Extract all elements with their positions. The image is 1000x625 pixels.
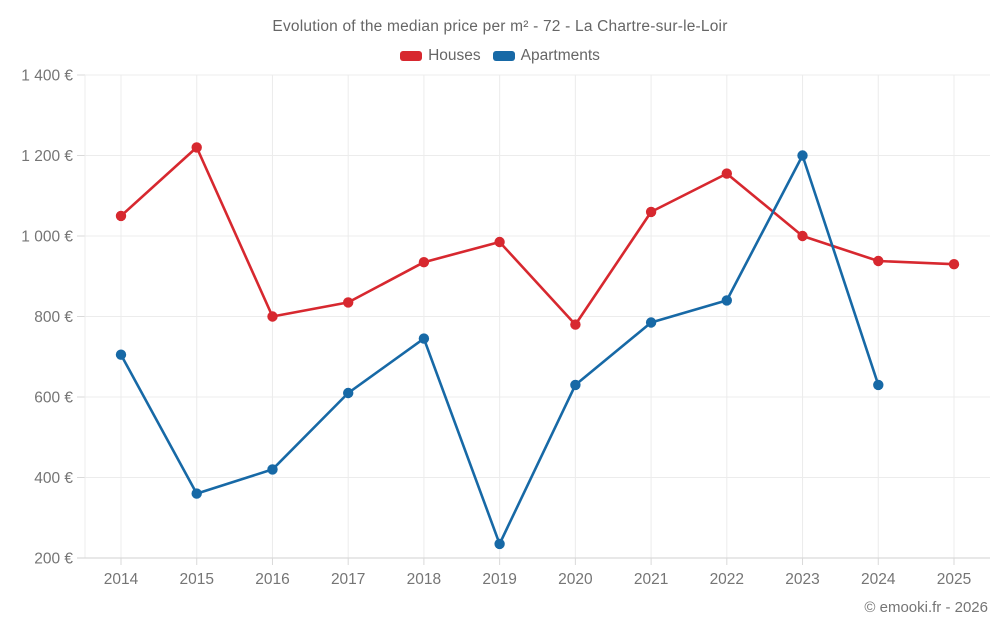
x-axis-label: 2023 (785, 571, 819, 588)
apartments-data-point-marker[interactable] (873, 379, 884, 391)
x-axis-label: 2024 (861, 571, 896, 588)
y-axis-label: 1 400 € (21, 68, 73, 85)
apartments-data-point-marker[interactable] (191, 488, 202, 499)
x-axis-label: 2016 (255, 571, 289, 588)
apartments-data-point-marker[interactable] (115, 349, 127, 360)
x-axis-label: 2020 (558, 571, 593, 588)
chart-title: Evolution of the median price per m² - 7… (272, 18, 728, 35)
houses-data-point-marker[interactable] (873, 255, 884, 267)
apartments-data-point-marker[interactable] (721, 295, 732, 306)
houses-data-point-marker[interactable] (948, 259, 960, 270)
houses-legend-swatch-icon (400, 51, 423, 61)
houses-data-point-marker[interactable] (267, 311, 278, 322)
copyright-watermark: © emooki.fr - 2026 (864, 599, 988, 616)
houses-data-point-marker[interactable] (645, 206, 657, 218)
y-axis-label: 800 € (34, 309, 73, 326)
apartments-data-point-marker[interactable] (343, 387, 354, 399)
x-axis-label: 2025 (937, 571, 971, 588)
x-axis-label: 2018 (407, 571, 441, 588)
legend-item-apartments[interactable]: Apartments (492, 47, 600, 65)
chart-legend: Houses Apartments (0, 47, 1000, 65)
houses-legend-label: Houses (428, 47, 481, 64)
y-axis-label: 200 € (34, 551, 73, 568)
apartments-data-point-marker[interactable] (645, 317, 657, 328)
apartments-data-point-marker[interactable] (570, 379, 581, 391)
apartments-legend-label: Apartments (520, 47, 600, 64)
y-axis-label: 400 € (34, 470, 73, 487)
y-axis-label: 1 200 € (21, 148, 73, 165)
x-axis-label: 2014 (104, 571, 139, 588)
houses-data-point-marker[interactable] (494, 236, 505, 248)
legend-item-houses[interactable]: Houses (400, 47, 481, 65)
x-axis-label: 2019 (482, 571, 516, 588)
y-axis-label: 600 € (34, 390, 73, 407)
x-axis-label: 2017 (331, 571, 365, 588)
apartments-data-point-marker[interactable] (418, 333, 430, 344)
apartments-data-point-marker[interactable] (494, 538, 505, 550)
apartments-legend-swatch-icon (492, 51, 515, 61)
houses-data-point-marker[interactable] (418, 257, 430, 268)
houses-data-point-marker[interactable] (115, 210, 127, 222)
y-axis-label: 1 000 € (21, 229, 73, 246)
x-axis-label: 2021 (634, 571, 668, 588)
houses-line (119, 146, 956, 326)
houses-data-point-marker[interactable] (721, 168, 732, 179)
apartments-data-point-marker[interactable] (267, 464, 278, 475)
x-axis-label: 2022 (710, 571, 744, 588)
houses-data-point-marker[interactable] (191, 142, 202, 153)
houses-data-point-marker[interactable] (797, 230, 808, 242)
houses-data-point-marker[interactable] (343, 297, 354, 308)
x-axis-label: 2015 (179, 571, 213, 588)
apartments-data-point-marker[interactable] (797, 150, 808, 161)
houses-data-point-marker[interactable] (570, 319, 581, 330)
